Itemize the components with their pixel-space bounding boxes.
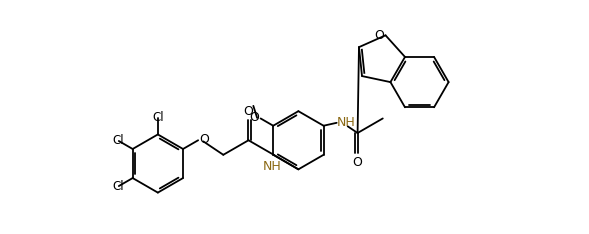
Text: O: O bbox=[200, 133, 210, 146]
Text: O: O bbox=[249, 111, 259, 124]
Text: O: O bbox=[353, 156, 362, 169]
Text: Cl: Cl bbox=[112, 180, 124, 193]
Text: Cl: Cl bbox=[112, 134, 124, 147]
Text: NH: NH bbox=[337, 116, 356, 129]
Text: O: O bbox=[374, 29, 384, 42]
Text: O: O bbox=[244, 105, 253, 117]
Text: Cl: Cl bbox=[152, 111, 164, 124]
Text: NH: NH bbox=[263, 160, 282, 173]
